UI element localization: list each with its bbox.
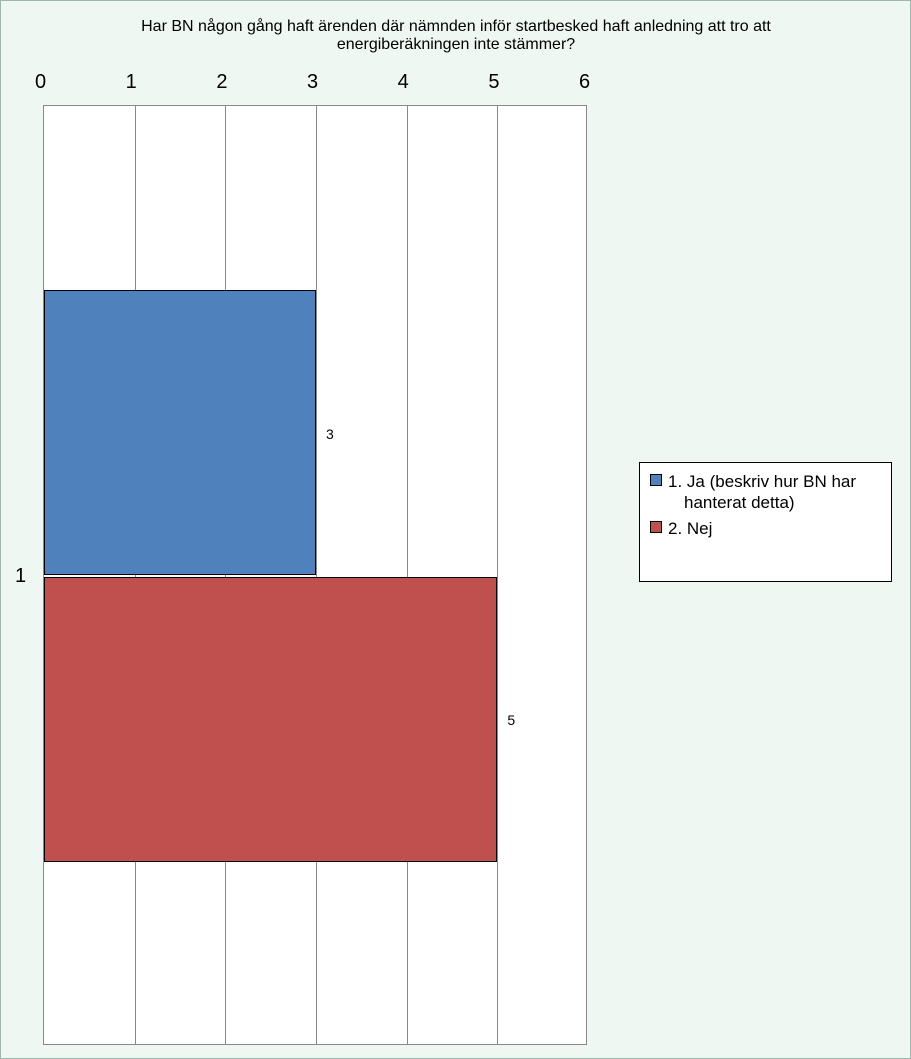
x-tick-label: 5 <box>488 71 499 94</box>
legend-label-nej: 2. Nej <box>684 518 712 539</box>
legend-item-ja: 1. Ja (beskriv hur BN har hanterat detta… <box>650 471 881 514</box>
bar-ja <box>44 290 316 575</box>
x-tick-label: 6 <box>579 71 590 94</box>
y-tick-label: 1 <box>15 565 26 588</box>
legend-item-nej: 2. Nej <box>650 518 881 539</box>
x-tick-label: 2 <box>216 71 227 94</box>
x-tick-label: 4 <box>398 71 409 94</box>
gridline <box>316 106 317 1044</box>
x-tick-label: 3 <box>307 71 318 94</box>
plot-area: 35 <box>43 105 587 1045</box>
legend-label-ja: 1. Ja (beskriv hur BN har hanterat detta… <box>684 471 881 514</box>
gridline <box>407 106 408 1044</box>
legend-swatch-nej <box>650 521 662 533</box>
chart-canvas: Har BN någon gång haft ärenden där nämnd… <box>0 0 911 1059</box>
legend: 1. Ja (beskriv hur BN har hanterat detta… <box>639 462 892 582</box>
data-label-nej: 5 <box>507 712 515 728</box>
x-tick-label: 1 <box>126 71 137 94</box>
gridline <box>497 106 498 1044</box>
x-tick-label: 0 <box>35 71 46 94</box>
chart-title: Har BN någon gång haft ärenden där nämnd… <box>116 18 796 54</box>
bar-nej <box>44 577 497 862</box>
data-label-ja: 3 <box>326 426 334 442</box>
legend-swatch-ja <box>650 474 662 486</box>
